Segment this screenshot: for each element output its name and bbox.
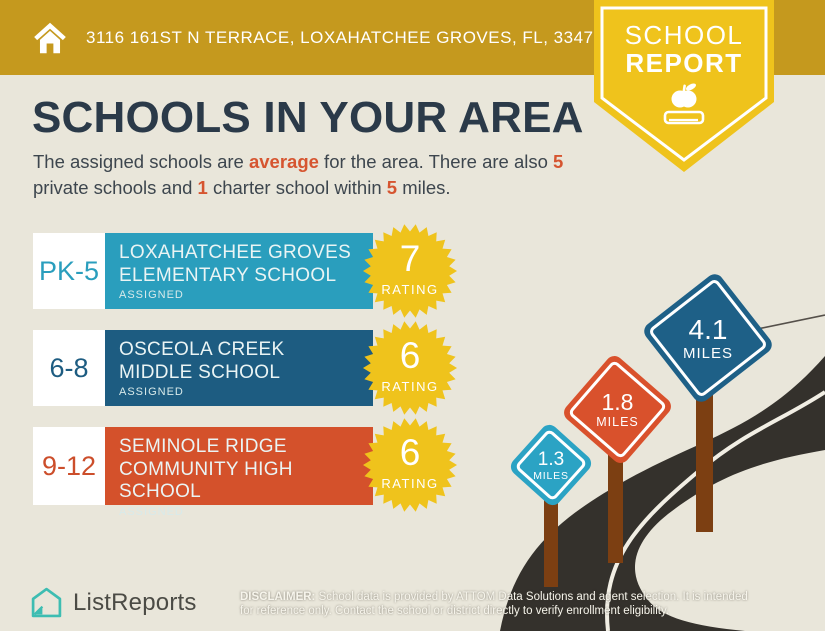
sign-post xyxy=(696,392,713,532)
distance-value: 1.8 xyxy=(601,389,634,415)
school-name-bar: OSCEOLA CREEK MIDDLE SCHOOL ASSIGNED xyxy=(105,330,373,406)
disclaimer-line1: DISCLAIMER: School data is provided by A… xyxy=(240,590,820,604)
school-name-line2: MIDDLE SCHOOL xyxy=(119,361,281,383)
listreports-brand: ListReports xyxy=(30,586,197,619)
listreports-logo-icon xyxy=(31,587,62,618)
rating-badge: 7 RATING xyxy=(363,224,457,318)
distance-unit: MILES xyxy=(533,469,569,482)
school-name-bar: SEMINOLE RIDGE COMMUNITY HIGH SCHOOL ASS… xyxy=(105,427,373,518)
disclaimer-line2: for reference only. Contact the school o… xyxy=(240,605,670,617)
property-address: 3116 161ST N TERRACE, LOXAHATCHEE GROVES… xyxy=(86,27,604,47)
rating-badge: 6 RATING xyxy=(363,418,457,512)
grade-range: 6-8 xyxy=(33,330,105,406)
rating-badge: 6 RATING xyxy=(363,321,457,415)
school-name-line1: LOXAHATCHEE GROVES xyxy=(119,242,352,263)
distance-value: 4.1 xyxy=(688,313,728,345)
subtitle-highlight: average xyxy=(248,151,319,172)
subtitle-text: The assigned schools are xyxy=(33,151,249,172)
disclaimer-text: DISCLAIMER: School data is provided by A… xyxy=(240,590,820,618)
school-name-line1: OSCEOLA CREEK xyxy=(119,339,285,360)
assigned-label: ASSIGNED xyxy=(119,289,184,301)
school-name-line2: ELEMENTARY SCHOOL xyxy=(119,264,337,286)
assigned-label: ASSIGNED xyxy=(119,386,184,398)
rating-label: RATING xyxy=(381,476,439,491)
sign-label: 1.8 MILES xyxy=(577,369,658,450)
school-card-elementary: PK-5 LOXAHATCHEE GROVES ELEMENTARY SCHOO… xyxy=(33,224,463,318)
school-card-high: 9-12 SEMINOLE RIDGE COMMUNITY HIGH SCHOO… xyxy=(33,418,463,518)
badge-line1: SCHOOL xyxy=(624,20,744,50)
grade-range: 9-12 xyxy=(33,427,105,505)
distance-unit: MILES xyxy=(596,415,639,429)
subtitle: The assigned schools are average for the… xyxy=(33,149,613,201)
rating-value: 6 xyxy=(399,335,421,376)
school-name-line2: COMMUNITY HIGH SCHOOL xyxy=(119,458,293,503)
disclaimer-label: DISCLAIMER: xyxy=(240,591,316,603)
badge-line2: REPORT xyxy=(625,48,743,78)
subtitle-line2: private schools and 1 charter school wit… xyxy=(33,175,613,201)
brand-name: ListReports xyxy=(73,588,197,616)
subtitle-highlight: 1 xyxy=(197,177,208,198)
subtitle-line1: The assigned schools are average for the… xyxy=(33,149,613,175)
subtitle-text: for the area. There are also xyxy=(318,151,554,172)
distance-sign-1-8-miles: 1.8 MILES xyxy=(560,352,675,467)
sign-post xyxy=(544,495,558,587)
badge-title: SCHOOL REPORT xyxy=(594,21,774,77)
apple-on-book-icon xyxy=(663,83,705,125)
assigned-label: ASSIGNED xyxy=(119,505,184,518)
distance-unit: MILES xyxy=(682,344,733,362)
subtitle-text: private schools and xyxy=(33,177,198,198)
subtitle-highlight: 5 xyxy=(386,177,398,198)
sign-label: 1.3 MILES xyxy=(520,434,582,496)
rating-value: 7 xyxy=(399,238,421,279)
subtitle-text: charter school within xyxy=(207,177,387,198)
disclaimer-line1-text: School data is provided by ATTOM Data So… xyxy=(315,591,748,603)
school-name-bar: LOXAHATCHEE GROVES ELEMENTARY SCHOOL ASS… xyxy=(105,233,373,309)
distance-value: 1.3 xyxy=(537,448,565,470)
rating-label: RATING xyxy=(381,379,439,394)
school-card-middle: 6-8 OSCEOLA CREEK MIDDLE SCHOOL ASSIGNED… xyxy=(33,321,463,415)
grade-range: PK-5 xyxy=(33,233,105,309)
subtitle-text: miles. xyxy=(397,177,451,198)
rating-value: 6 xyxy=(399,432,421,473)
house-icon xyxy=(34,22,66,53)
page-title: SCHOOLS IN YOUR AREA xyxy=(32,93,584,142)
sign-post xyxy=(608,455,623,563)
school-name-line1: SEMINOLE RIDGE xyxy=(119,436,287,457)
school-report-badge: SCHOOL REPORT xyxy=(594,0,774,176)
rating-label: RATING xyxy=(381,282,439,297)
sign-label: 4.1 MILES xyxy=(660,290,756,386)
distance-sign-4-1-miles: 4.1 MILES xyxy=(640,270,776,406)
subtitle-highlight: 5 xyxy=(553,151,564,172)
